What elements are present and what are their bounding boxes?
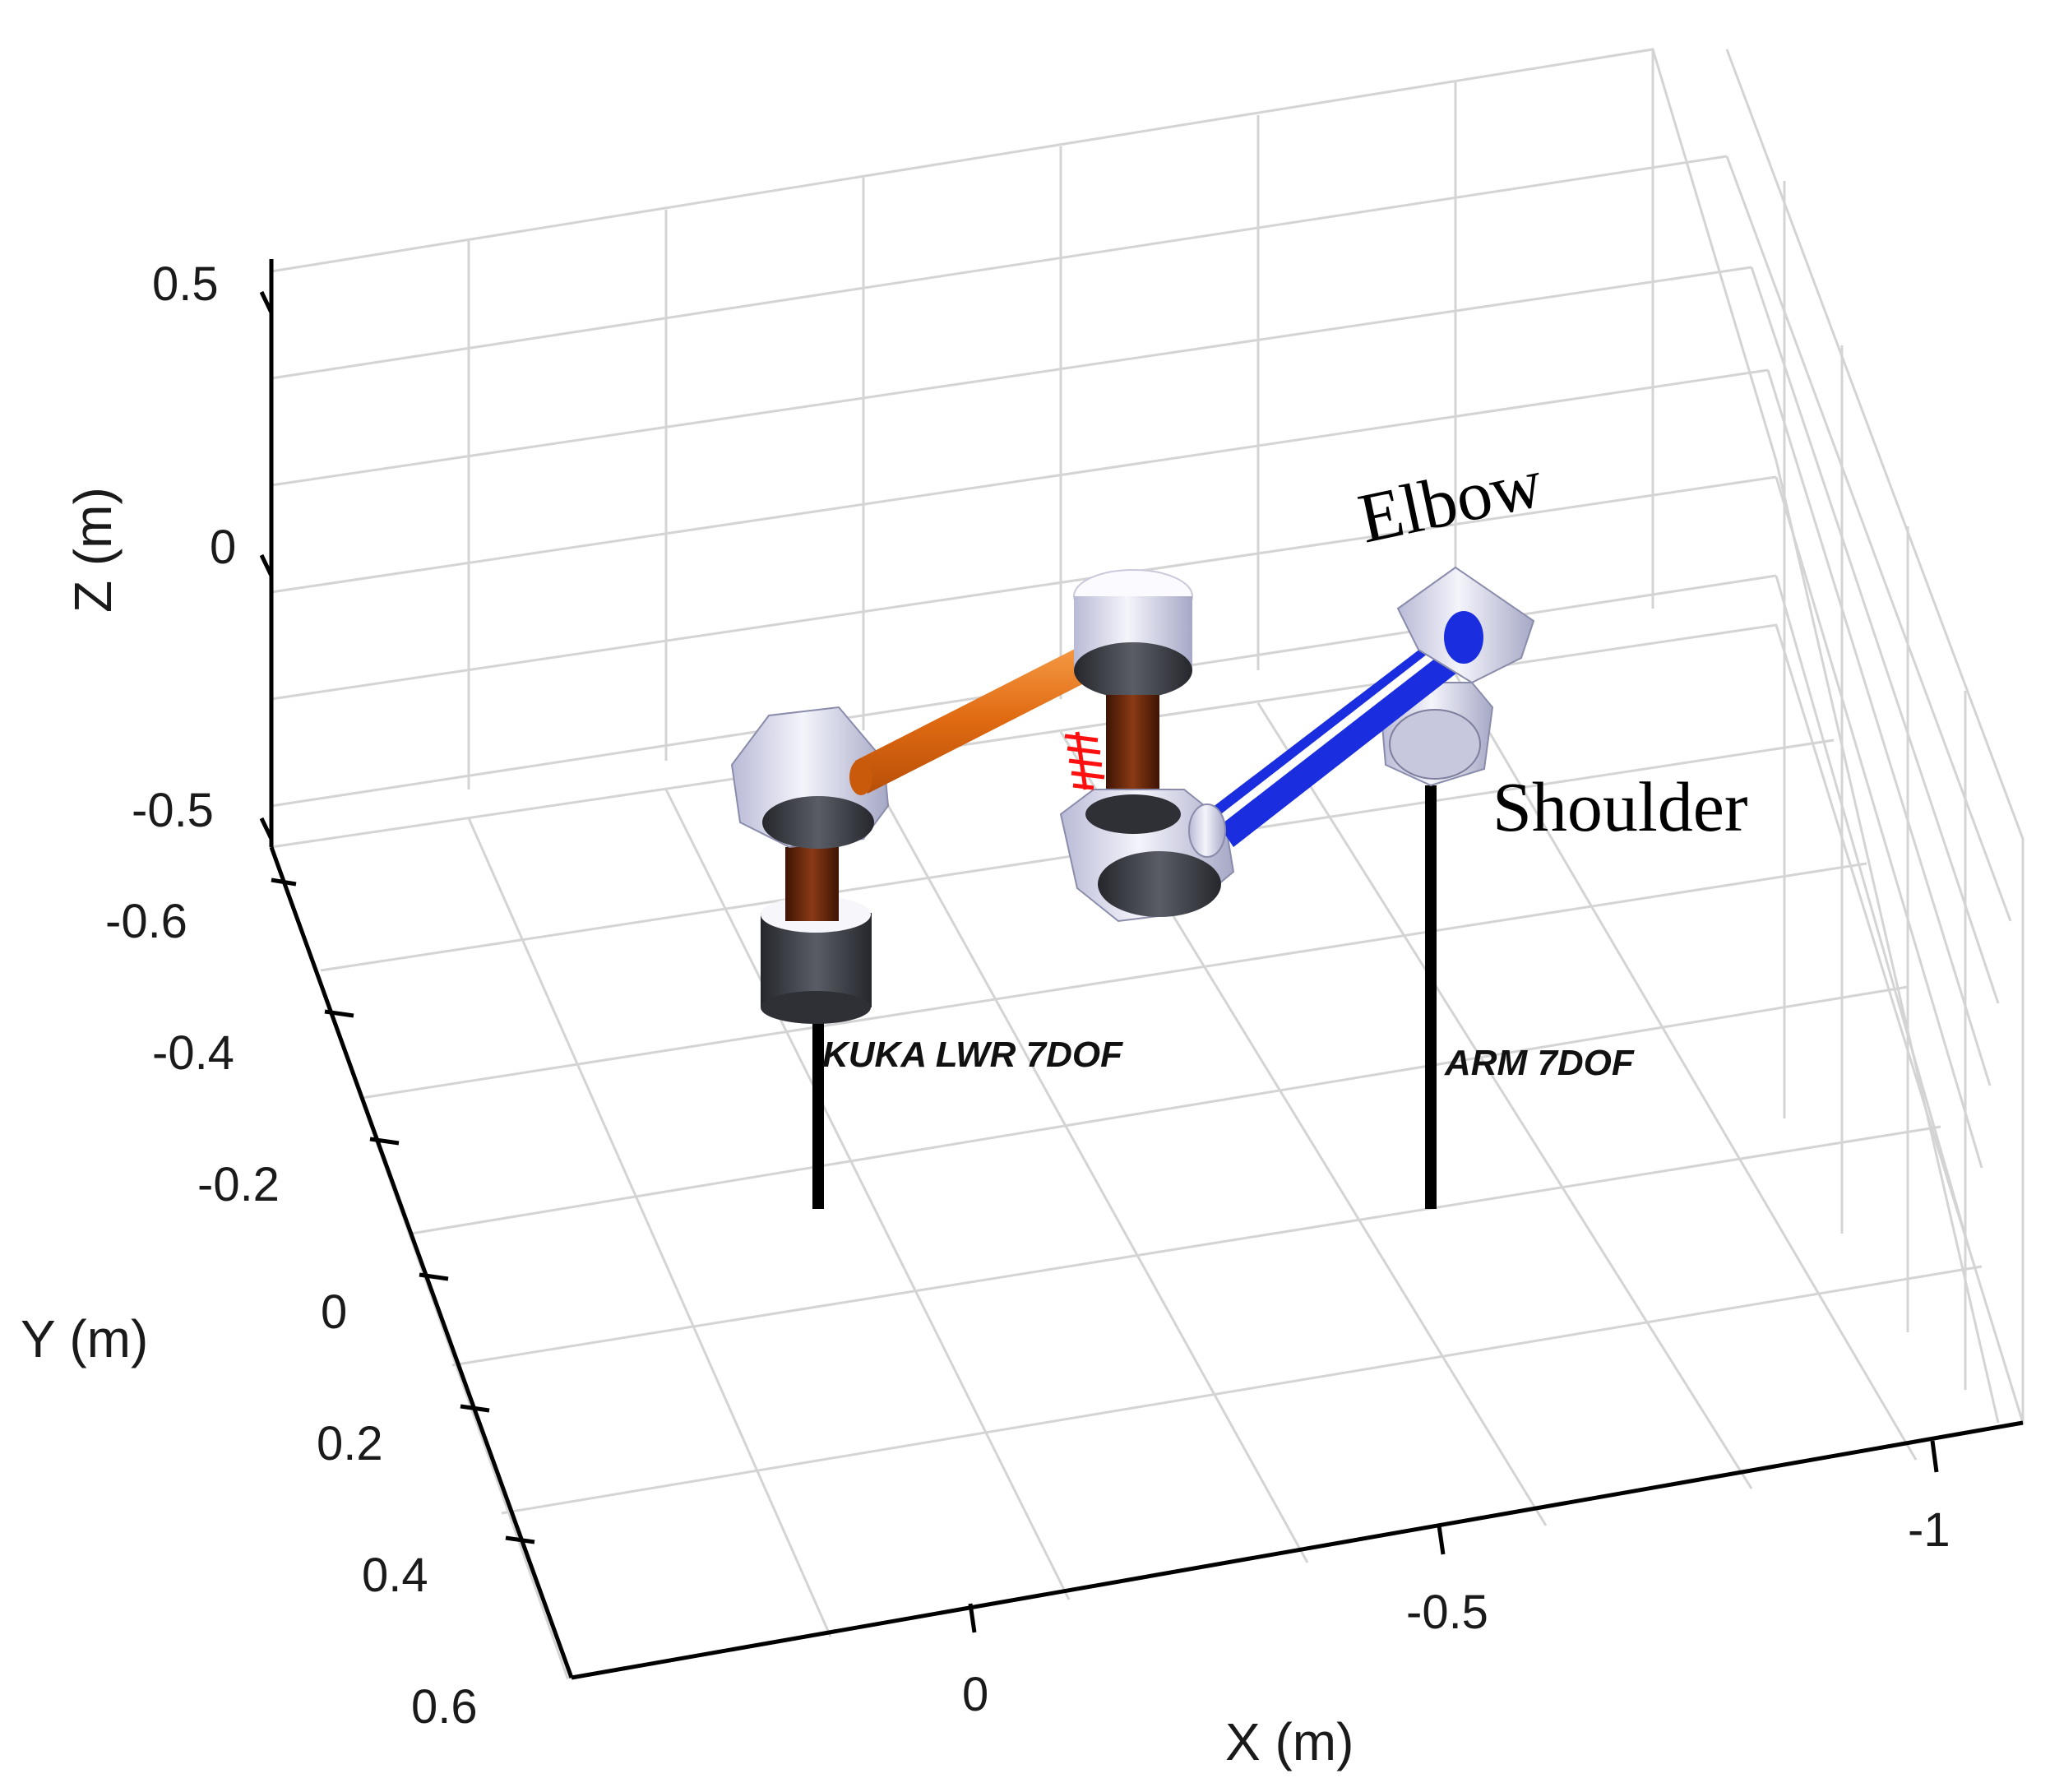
arm-robot-label: ARM 7DOF <box>1444 1043 1635 1083</box>
end-effector-marker <box>1064 731 1105 790</box>
x-tick: 0 <box>962 1668 988 1721</box>
y-tick: 0 <box>321 1285 347 1339</box>
y-tick: 0.6 <box>411 1680 478 1734</box>
kuka-base-pole <box>812 1003 824 1209</box>
y-tick: -0.2 <box>197 1158 280 1211</box>
x-tick: -0.5 <box>1406 1586 1488 1639</box>
y-tick: -0.4 <box>152 1026 234 1080</box>
z-tick: 0 <box>210 521 236 574</box>
y-axis-label: Y (m) <box>21 1309 148 1368</box>
kuka-robot-label: KUKA LWR 7DOF <box>822 1035 1123 1075</box>
y-tick: 0.4 <box>362 1549 428 1602</box>
z-axis <box>259 259 274 847</box>
shoulder-annotation: Shoulder <box>1492 767 1748 846</box>
x-axis <box>571 1420 2024 1680</box>
elbow-annotation: Elbow <box>1352 442 1549 558</box>
y-tick: 0.2 <box>317 1417 383 1470</box>
arm-base-pole <box>1425 785 1437 1209</box>
z-tick: 0.5 <box>152 257 219 311</box>
y-tick: -0.6 <box>105 895 187 948</box>
x-axis-label: X (m) <box>1225 1712 1354 1771</box>
y-axis <box>269 846 574 1679</box>
z-tick: -0.5 <box>132 784 214 837</box>
z-axis-label: Z (m) <box>63 487 123 613</box>
x-tick: -1 <box>1908 1503 1951 1557</box>
arm-robot <box>1188 566 1535 1209</box>
kuka-robot <box>730 569 1235 1209</box>
